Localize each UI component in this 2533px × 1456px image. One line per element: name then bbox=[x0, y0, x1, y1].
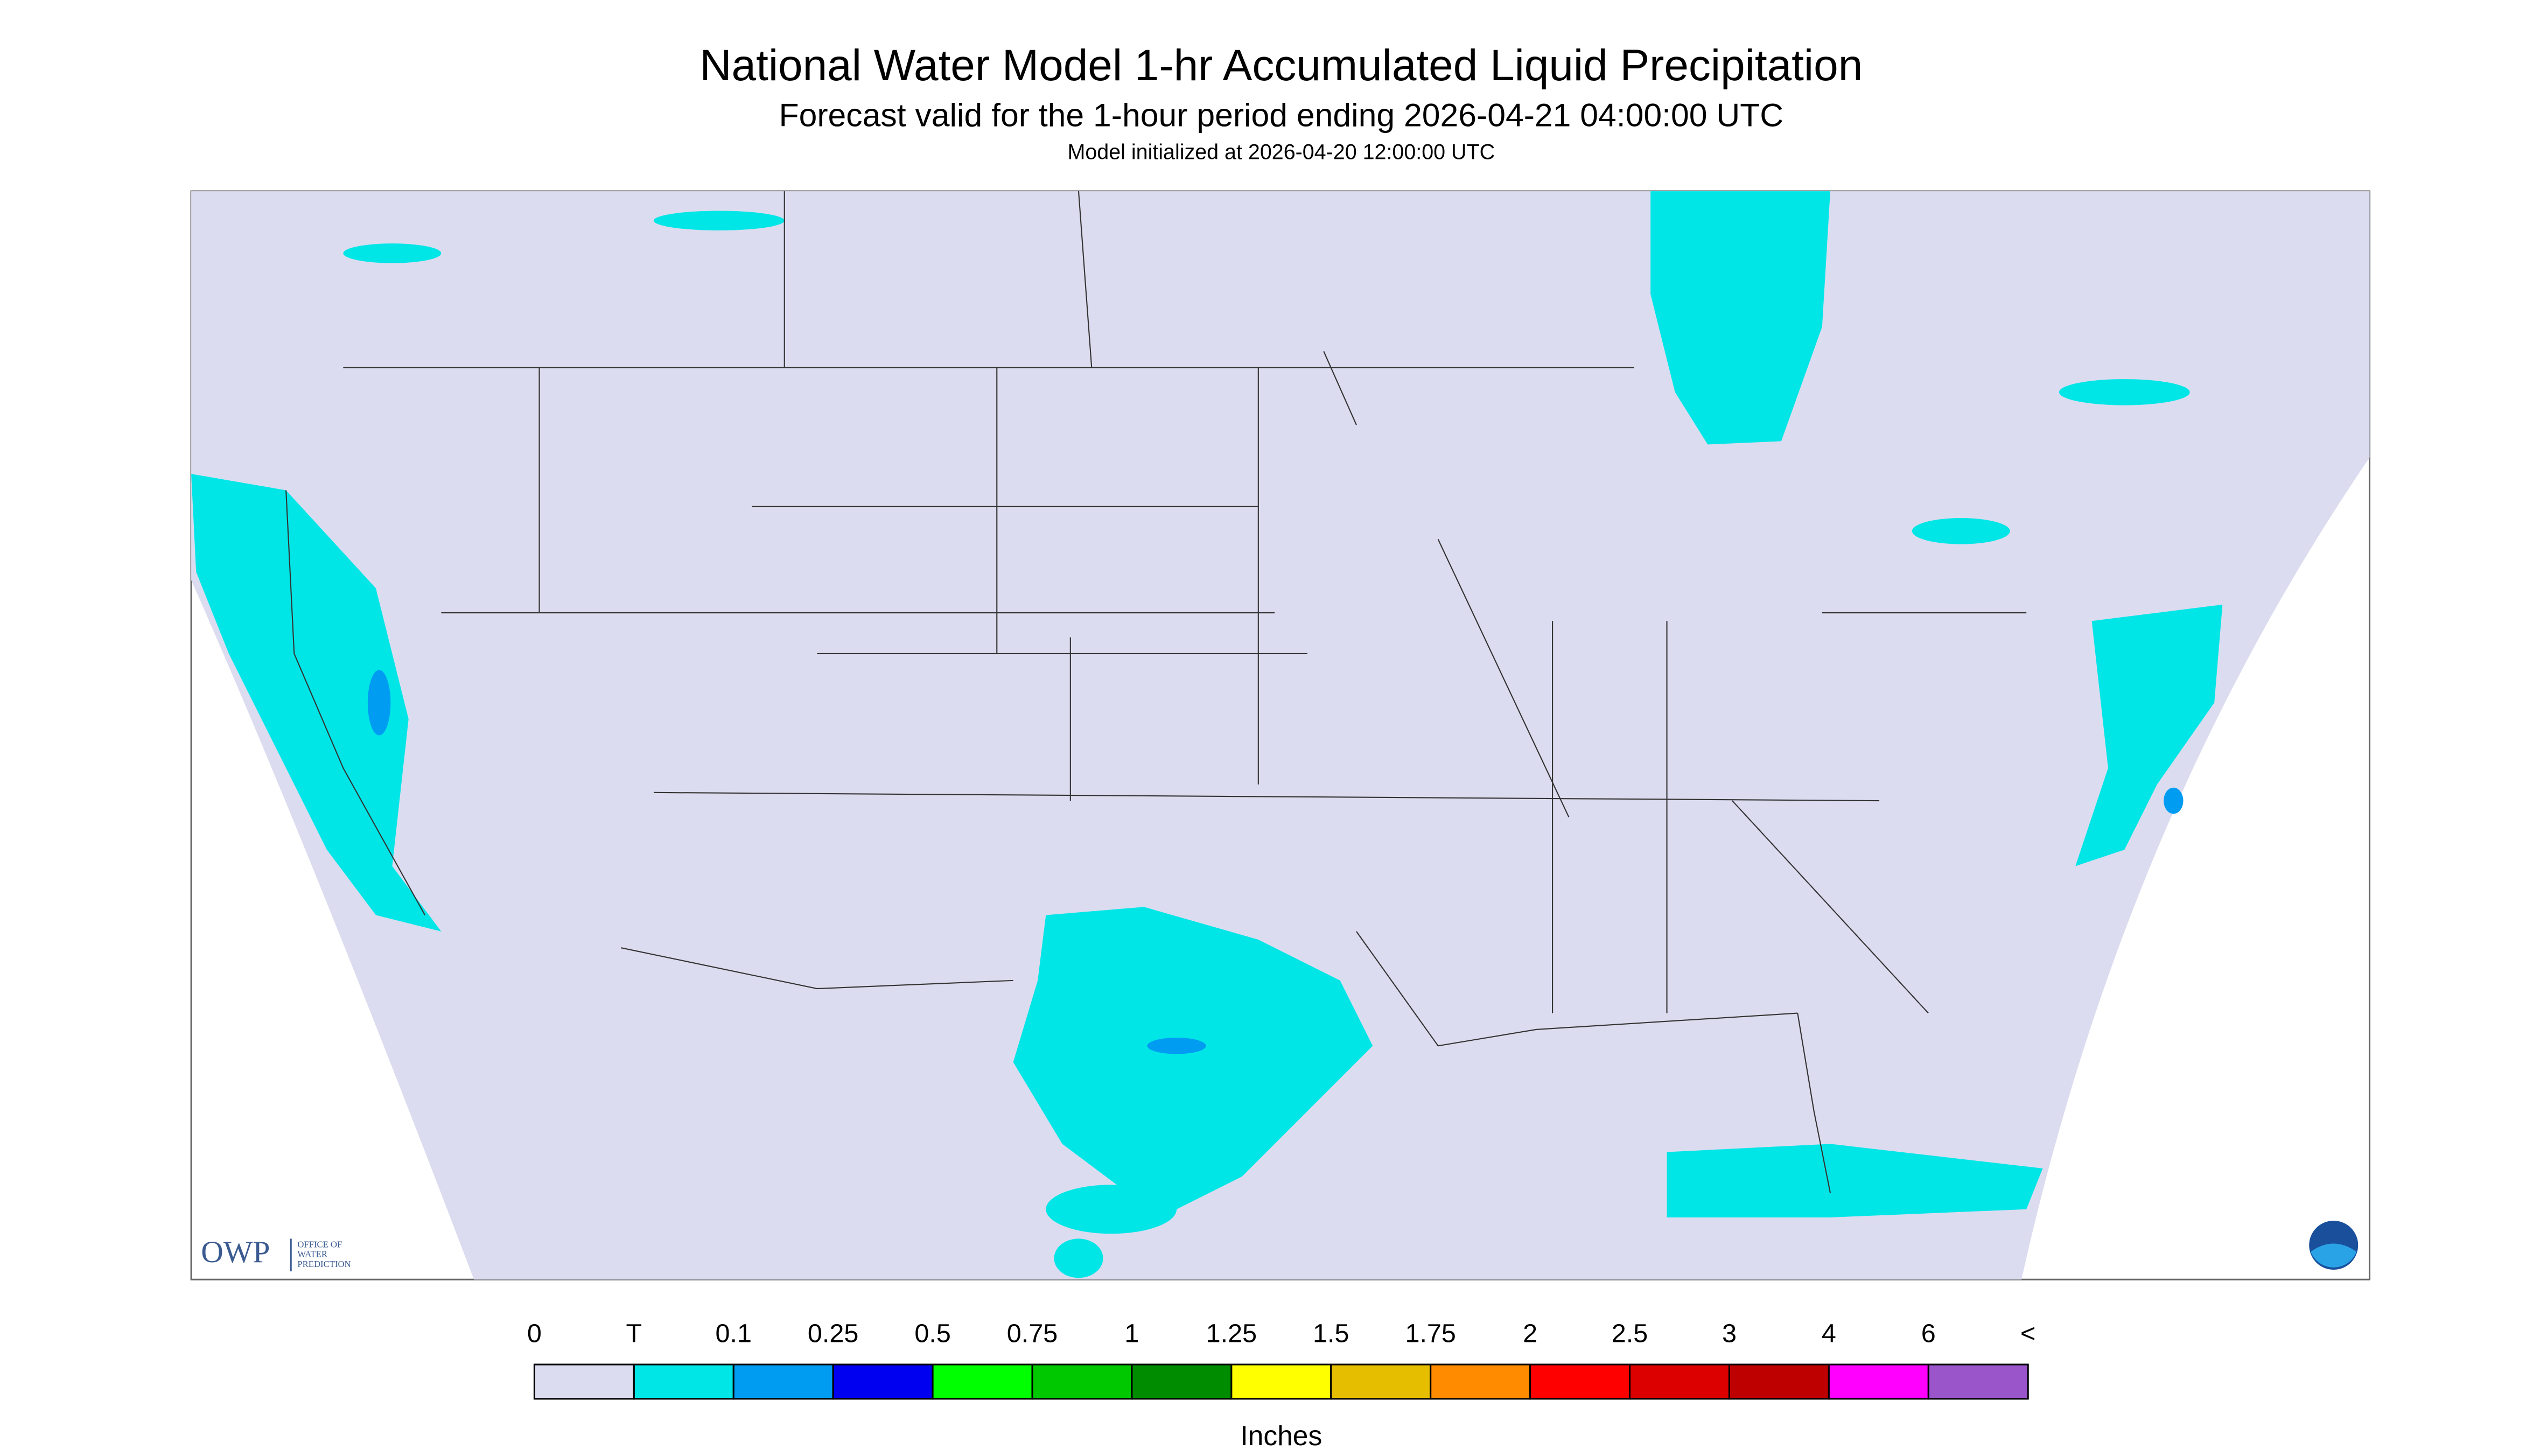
map bbox=[190, 190, 2371, 1280]
legend-label: 1.25 bbox=[1206, 1319, 1257, 1348]
legend-unit: Inches bbox=[1240, 1420, 1322, 1451]
legend-label: 2 bbox=[1523, 1319, 1537, 1348]
legend: 0 T 0.1 0.25 0.5 0.75 1 1.25 1.5 1.75 2 2.5 3 4 6 < bbox=[527, 1319, 2035, 1400]
legend-label: < bbox=[2020, 1319, 2035, 1348]
subtitle: Forecast valid for the 1-hour period end… bbox=[779, 97, 1784, 134]
legend-swatch bbox=[832, 1363, 934, 1400]
legend-swatch bbox=[932, 1363, 1033, 1400]
boundaries bbox=[285, 191, 2027, 1193]
legend-swatch bbox=[1728, 1363, 1830, 1400]
owp-logo: OWP OFFICE OF WATER PREDICTION bbox=[201, 1235, 351, 1272]
noaa-logo bbox=[2309, 1220, 2359, 1270]
legend-swatch bbox=[1230, 1363, 1332, 1400]
legend-label: T bbox=[626, 1319, 642, 1348]
legend-label: 4 bbox=[1822, 1319, 1836, 1348]
legend-swatch bbox=[1629, 1363, 1730, 1400]
legend-label: 0.75 bbox=[1007, 1319, 1058, 1348]
precip-areas bbox=[191, 191, 2223, 1278]
legend-label: 1.75 bbox=[1405, 1319, 1456, 1348]
legend-swatch bbox=[1927, 1363, 2029, 1400]
legend-label: 1 bbox=[1124, 1319, 1139, 1348]
legend-label: 3 bbox=[1722, 1319, 1737, 1348]
legend-swatch bbox=[1131, 1363, 1233, 1400]
legend-swatch bbox=[1828, 1363, 1929, 1400]
legend-label: 0 bbox=[527, 1319, 542, 1348]
legend-swatch bbox=[1529, 1363, 1631, 1400]
legend-label: 1.5 bbox=[1313, 1319, 1349, 1348]
legend-label: 0.1 bbox=[716, 1319, 752, 1348]
legend-swatch bbox=[633, 1363, 734, 1400]
legend-label: 0.25 bbox=[808, 1319, 859, 1348]
init-note: Model initialized at 2026-04-20 12:00:00… bbox=[1068, 141, 1495, 164]
legend-label: 6 bbox=[1921, 1319, 1936, 1348]
logo-name: PREDICTION bbox=[297, 1259, 351, 1269]
legend-swatch bbox=[533, 1363, 635, 1400]
legend-swatch bbox=[732, 1363, 834, 1400]
legend-label: 0.5 bbox=[914, 1319, 951, 1348]
domain bbox=[191, 191, 2370, 1280]
title: National Water Model 1-hr Accumulated Li… bbox=[699, 41, 1863, 90]
legend-swatch bbox=[1330, 1363, 1432, 1400]
legend-label: 2.5 bbox=[1612, 1319, 1648, 1348]
logo-name: WATER bbox=[297, 1249, 327, 1259]
logo-abbr: OWP bbox=[201, 1235, 270, 1269]
legend-swatch bbox=[1430, 1363, 1531, 1400]
precip-heavier bbox=[367, 670, 2184, 1054]
logo-name: OFFICE OF bbox=[297, 1239, 342, 1249]
legend-swatch bbox=[1031, 1363, 1133, 1400]
